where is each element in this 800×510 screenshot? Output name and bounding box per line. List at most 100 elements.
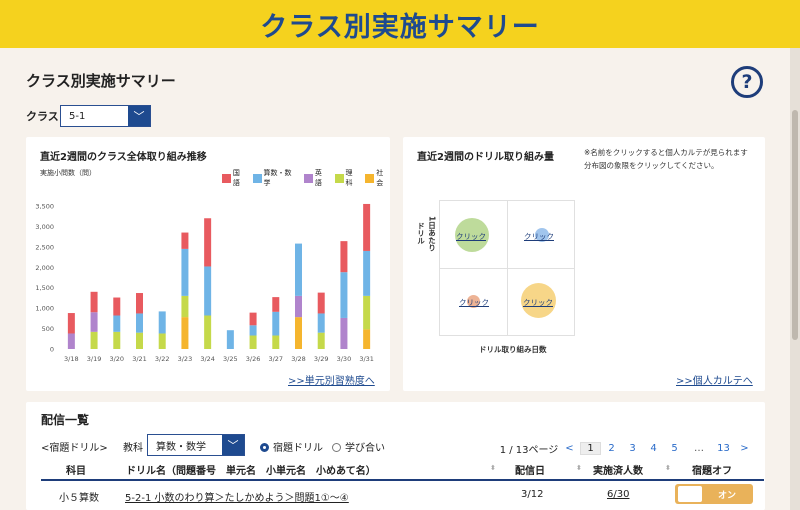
legend-swatch <box>304 173 313 183</box>
unit-mastery-link[interactable]: >>単元別習熟度へ <box>288 376 375 387</box>
quadrant-circle-bottom-right[interactable] <box>521 283 556 318</box>
legend-item: 国語 <box>222 168 247 188</box>
delivery-title: 配信一覧 <box>41 413 90 427</box>
sort-icon[interactable]: ⬍ <box>665 464 671 472</box>
class-select[interactable]: 5-1 ﹀ <box>60 105 151 127</box>
next-page-button[interactable]: > <box>740 443 749 454</box>
class-label: クラス <box>26 110 59 123</box>
bar-segment <box>204 315 212 349</box>
bar-segment <box>67 313 75 334</box>
quadrant-link-bottom-left[interactable]: クリック <box>459 298 489 307</box>
bar-segment <box>295 317 302 349</box>
y-tick-label: 500 <box>42 325 54 333</box>
bar-segment <box>317 313 325 333</box>
quadrant-circle-top-left[interactable] <box>455 218 489 252</box>
bar-segment <box>317 332 325 349</box>
quadrant-link-top-right[interactable]: クリック <box>524 232 554 241</box>
banner: クラス別実施サマリー <box>0 0 800 48</box>
row-done-link[interactable]: 6/30 <box>607 489 630 500</box>
table-row <box>41 481 764 510</box>
bar-segment <box>272 311 280 336</box>
bar-segment <box>90 291 98 313</box>
page-button-last[interactable]: 13 <box>717 443 730 454</box>
note-line-2: 分布図の象限をクリックしてください。 <box>584 161 719 170</box>
bar-segment <box>204 266 212 316</box>
scatter-xlabel: ドリル取り組み日数 <box>479 345 547 354</box>
bar-segment <box>113 331 121 349</box>
bar-segment <box>340 272 348 318</box>
quadrant-link-bottom-right[interactable]: クリック <box>523 298 553 307</box>
sort-icon[interactable]: ⬍ <box>576 464 582 472</box>
quadrant-circle-bottom-left[interactable] <box>467 295 480 308</box>
help-button[interactable]: ? <box>731 66 763 98</box>
quadrant-circle-top-right[interactable] <box>535 228 549 242</box>
quadrant-link-top-left[interactable]: クリック <box>456 232 486 241</box>
bar-segment <box>136 293 143 314</box>
page-info: 1 / 13ページ <box>499 445 559 456</box>
page-button[interactable]: 5 <box>671 443 678 454</box>
scatter-card: 直近2週間のドリル取り組み量 ※名前をクリックすると個人カルテが見られます 分布… <box>403 137 765 391</box>
ylabel-col-2: 1日あたり <box>427 216 437 252</box>
legend-item: 社会 <box>365 168 390 188</box>
col-drill-label: ドリル名（問題番号 単元名 小単元名 小めあて名） <box>126 466 376 477</box>
legend-swatch <box>334 173 344 183</box>
page-button-current[interactable]: 1 <box>580 442 601 455</box>
x-tick-label: 3/19 <box>87 355 102 363</box>
legend-label: 国語 <box>232 169 240 187</box>
col-done[interactable]: 実施済人数 <box>593 462 643 477</box>
page-button[interactable]: 3 <box>629 443 636 454</box>
bar-segment <box>158 333 166 349</box>
radio-homework[interactable]: 宿題ドリル <box>260 439 323 454</box>
bar-segment <box>363 203 371 251</box>
scroll-thumb[interactable] <box>792 110 798 340</box>
bar-segment <box>181 248 189 296</box>
col-drill[interactable]: ドリル名（問題番号 単元名 小単元名 小めあて名） <box>126 462 376 477</box>
pagination: 1 / 13ページ < 1 2 3 4 5 … 13 > <box>499 441 755 456</box>
subject-select[interactable]: 算数・数学 ﹀ <box>147 434 245 456</box>
chevron-down-icon: ﹀ <box>128 106 150 126</box>
scrollbar[interactable] <box>790 48 800 510</box>
personal-chart-link[interactable]: >>個人カルテへ <box>676 376 753 387</box>
x-tick-label: 3/31 <box>359 355 374 363</box>
radio-learning-label: 学び合い <box>345 443 385 454</box>
legend-swatch <box>365 173 375 183</box>
radio-on-icon <box>260 443 269 452</box>
question-icon: ? <box>741 71 753 93</box>
bar-segment <box>363 295 371 330</box>
bar-segment <box>249 325 257 336</box>
sort-icon[interactable]: ⬍ <box>490 464 496 472</box>
x-tick-label: 3/20 <box>109 355 124 363</box>
col-subject: 科目 <box>66 466 86 477</box>
col-off: 宿題オフ <box>692 466 732 477</box>
col-date[interactable]: 配信日 <box>515 462 545 477</box>
x-tick-label: 3/27 <box>268 355 283 363</box>
bar-segment <box>113 297 121 316</box>
page-button[interactable]: 2 <box>608 443 615 454</box>
bar-segment <box>90 331 98 349</box>
y-tick-label: 3,000 <box>35 223 54 231</box>
quadrant-grid: クリック クリック クリック クリック <box>439 200 575 336</box>
radio-learning[interactable]: 学び合い <box>332 439 385 454</box>
prev-page-button[interactable]: < <box>565 443 574 454</box>
legend-label: 理科 <box>345 169 353 187</box>
bar-segment <box>340 241 348 273</box>
bar-segment <box>363 250 371 296</box>
x-tick-label: 3/23 <box>178 355 193 363</box>
page-button[interactable]: 4 <box>650 443 657 454</box>
row-drill-link[interactable]: 5-2-1 小数のわり算＞たしかめよう＞問題1①～④ <box>125 493 349 504</box>
y-tick-label: 3,500 <box>35 203 54 211</box>
scatter-title: 直近2週間のドリル取り組み量 <box>417 152 554 163</box>
bar-segment <box>272 297 280 312</box>
subject-select-value: 算数・数学 <box>156 441 206 453</box>
chart-legend: 国語 算数・数学 英語 理科 社会 <box>222 168 390 188</box>
drill-type-label: <宿題ドリル> <box>41 443 108 454</box>
x-tick-label: 3/26 <box>246 355 261 363</box>
bar-segment <box>136 313 143 333</box>
chart-card: 直近2週間のクラス全体取り組み推移 実施小問数（問） 国語 算数・数学 英語 理科 社会… <box>26 137 390 391</box>
table-header-line <box>41 479 764 481</box>
bar-segment <box>136 332 143 349</box>
bar-segment <box>249 312 257 326</box>
homework-off-toggle[interactable]: オン <box>675 484 753 504</box>
x-tick-label: 3/28 <box>291 355 306 363</box>
x-tick-label: 3/18 <box>64 355 79 363</box>
